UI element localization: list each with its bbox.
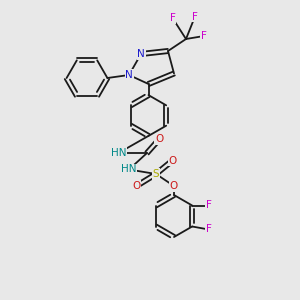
Text: F: F (192, 11, 198, 22)
Text: O: O (168, 155, 177, 166)
Text: O: O (132, 181, 141, 191)
Text: F: F (206, 224, 211, 235)
Text: HN: HN (111, 148, 126, 158)
Text: HN: HN (121, 164, 137, 175)
Text: S: S (153, 169, 159, 179)
Text: N: N (125, 70, 133, 80)
Text: O: O (170, 181, 178, 191)
Text: F: F (201, 31, 207, 41)
Text: N: N (137, 49, 145, 59)
Text: O: O (155, 134, 163, 145)
Text: F: F (206, 200, 211, 211)
Text: F: F (169, 13, 175, 23)
